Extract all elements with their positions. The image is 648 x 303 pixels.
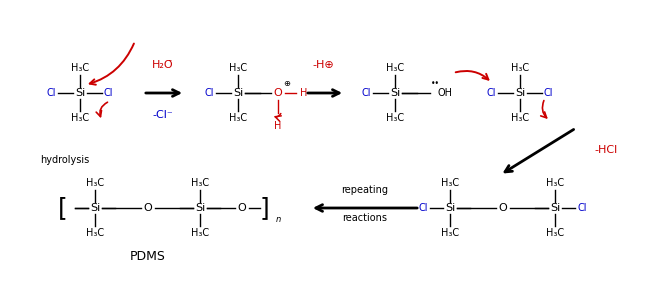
Text: OH: OH	[437, 88, 452, 98]
Text: Si: Si	[390, 88, 400, 98]
Text: reactions: reactions	[343, 213, 388, 223]
Text: H₃C: H₃C	[191, 228, 209, 238]
Text: O: O	[498, 203, 507, 213]
Text: Si: Si	[75, 88, 85, 98]
Text: H₃C: H₃C	[86, 178, 104, 188]
Text: H: H	[274, 121, 282, 131]
Text: Cl: Cl	[362, 88, 371, 98]
Text: O: O	[238, 203, 246, 213]
Text: Cl: Cl	[47, 88, 56, 98]
Text: Si: Si	[515, 88, 525, 98]
Text: H₃C: H₃C	[441, 178, 459, 188]
Text: H₃C: H₃C	[71, 113, 89, 123]
Text: repeating: repeating	[341, 185, 389, 195]
Text: O: O	[143, 203, 152, 213]
Text: Cl: Cl	[577, 203, 586, 213]
Text: H₃C: H₃C	[511, 113, 529, 123]
Text: Si: Si	[90, 203, 100, 213]
Text: Si: Si	[550, 203, 560, 213]
Text: Cl: Cl	[544, 88, 553, 98]
Text: n: n	[276, 215, 281, 225]
Text: -Cl⁻: -Cl⁻	[153, 110, 174, 120]
Text: H₃C: H₃C	[511, 63, 529, 73]
Text: hydrolysis: hydrolysis	[40, 155, 89, 165]
Text: PDMS: PDMS	[130, 250, 166, 263]
Text: -HCl: -HCl	[594, 145, 618, 155]
Text: ]: ]	[259, 196, 269, 220]
Text: Cl: Cl	[205, 88, 214, 98]
Text: H₃C: H₃C	[71, 63, 89, 73]
Text: Cl: Cl	[487, 88, 496, 98]
Text: H₃C: H₃C	[546, 178, 564, 188]
Text: Si: Si	[445, 203, 455, 213]
Text: Cl: Cl	[104, 88, 113, 98]
Text: ⊕: ⊕	[284, 79, 290, 88]
Text: H₃C: H₃C	[191, 178, 209, 188]
Text: ••: ••	[430, 78, 439, 88]
Text: O: O	[273, 88, 283, 98]
Text: H₃C: H₃C	[386, 63, 404, 73]
Text: H: H	[300, 88, 307, 98]
Text: [: [	[58, 196, 68, 220]
Text: H₃C: H₃C	[441, 228, 459, 238]
Text: Si: Si	[195, 203, 205, 213]
Text: H₃C: H₃C	[386, 113, 404, 123]
Text: H₃C: H₃C	[229, 113, 247, 123]
Text: H₃C: H₃C	[229, 63, 247, 73]
Text: Cl: Cl	[419, 203, 428, 213]
Text: -H⊕: -H⊕	[312, 60, 334, 70]
Text: H₃C: H₃C	[546, 228, 564, 238]
Text: H₂Ö: H₂Ö	[152, 60, 174, 70]
Text: Si: Si	[233, 88, 243, 98]
Text: H₃C: H₃C	[86, 228, 104, 238]
